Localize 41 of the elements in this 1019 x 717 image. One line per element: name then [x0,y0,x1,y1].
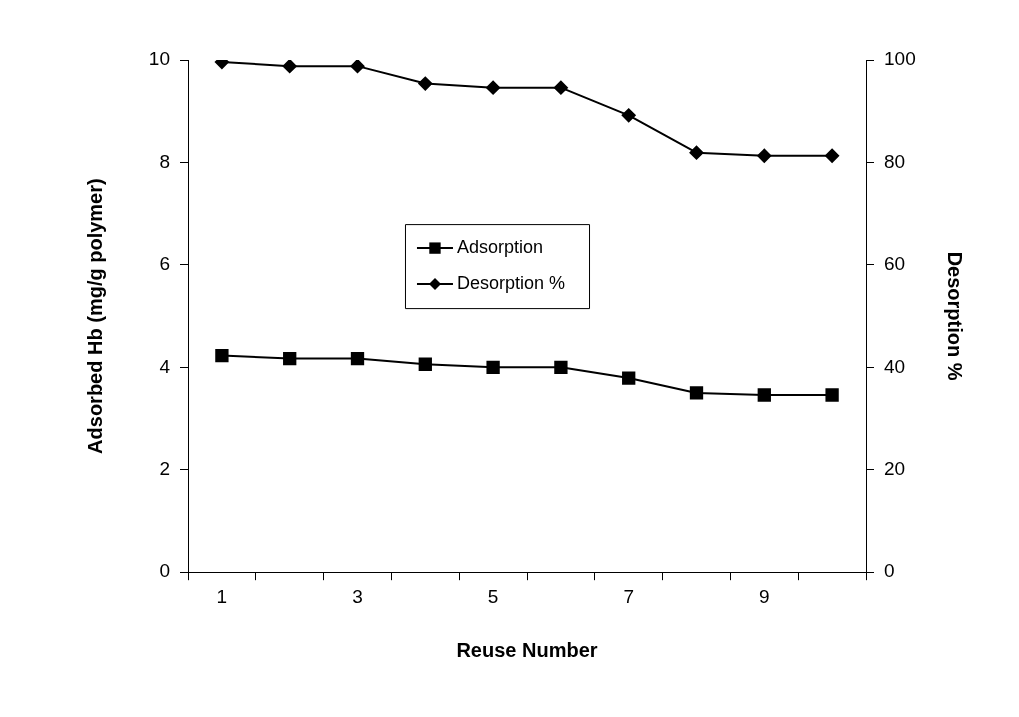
point [283,351,297,366]
y-tick-label: 4 [159,355,171,377]
point [689,145,704,160]
point [621,108,636,123]
y2-tick-label: 0 [884,560,895,582]
point [757,388,771,402]
y-axis-title: Adsorbed Hb (mg/g polymer) [83,178,106,454]
y2-axis-title: Desorption % [944,251,967,381]
x-axis-title: Reuse Number [456,638,598,661]
y-tick-label: 10 [148,48,170,70]
point [418,76,433,91]
point [825,388,839,402]
y-tick-label: 2 [159,457,170,479]
point [486,80,501,95]
point [486,360,500,374]
y-tick-label: 8 [159,150,170,172]
x-tick-label: 5 [487,585,499,607]
point [622,371,636,385]
x-tick-label: 9 [759,585,770,607]
point [825,148,840,163]
legend-label: Desorption % [456,273,566,294]
x-tick-label: 3 [352,585,363,607]
point [554,360,568,374]
y2-tick-label: 60 [884,253,906,275]
point [282,60,297,74]
y-tick-label: 6 [159,253,170,275]
y-tick-label: 0 [159,560,170,582]
y2-tick-label: 40 [884,355,906,377]
point [553,80,568,95]
x-tick-label: 7 [623,585,634,607]
x-tick-label: 1 [216,585,228,607]
legend-label: Adsorption [456,237,544,258]
point [350,351,365,366]
y2-tick-label: 100 [884,48,916,70]
point [757,148,772,163]
point [215,348,229,363]
point [689,386,704,400]
point [418,357,432,371]
point [350,60,365,74]
y2-tick-label: 80 [884,150,906,172]
y2-tick-label: 20 [884,457,906,479]
